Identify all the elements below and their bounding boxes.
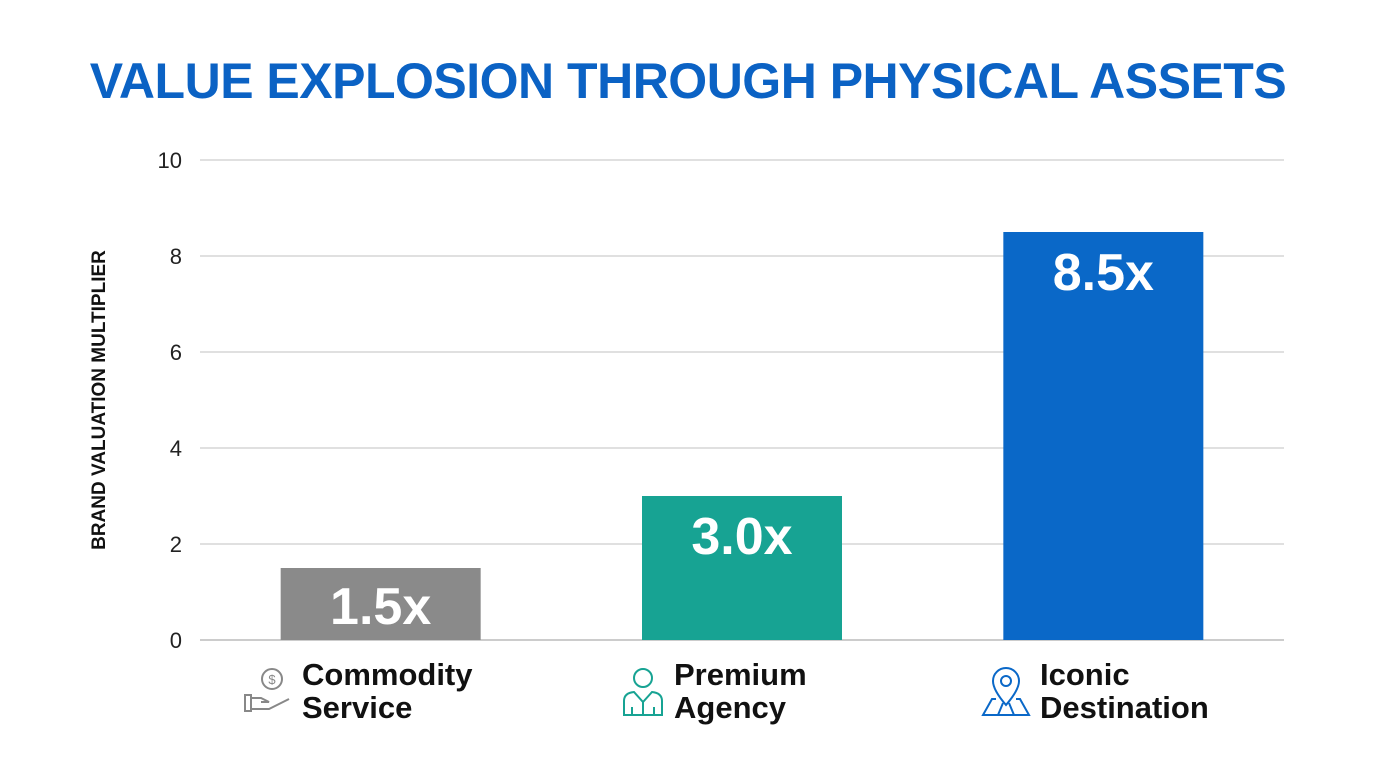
bar	[280, 568, 481, 640]
category-iconic-destination: Iconic Destination	[980, 658, 1209, 724]
category-label-line1: Iconic	[1040, 657, 1130, 692]
svg-text:$: $	[268, 672, 276, 687]
category-premium-agency: Premium Agency	[620, 658, 807, 724]
category-label-line2: Agency	[674, 690, 786, 725]
y-tick-label: 0	[170, 628, 182, 653]
category-label-line1: Premium	[674, 657, 807, 692]
y-tick-label: 10	[158, 148, 182, 173]
bar	[642, 496, 842, 640]
bar	[1003, 232, 1204, 640]
category-label-line2: Service	[302, 690, 413, 725]
y-tick-label: 2	[170, 532, 182, 557]
category-label-line2: Destination	[1040, 690, 1209, 725]
person-suit-icon	[623, 668, 663, 716]
category-commodity-service: $ Commodity Service	[242, 658, 473, 724]
data-label: 3.0x	[691, 508, 792, 566]
category-label-line1: Commodity	[302, 657, 473, 692]
data-label: 1.5x	[330, 578, 431, 636]
chart-title: VALUE EXPLOSION THROUGH PHYSICAL ASSETS	[89, 53, 1287, 109]
data-label: 8.5x	[1053, 244, 1154, 302]
y-tick-label: 6	[170, 340, 182, 365]
y-tick-label: 8	[170, 244, 182, 269]
y-tick-label: 4	[170, 436, 182, 461]
map-pin-icon	[981, 667, 1031, 716]
hand-dollar-icon: $	[244, 668, 290, 712]
